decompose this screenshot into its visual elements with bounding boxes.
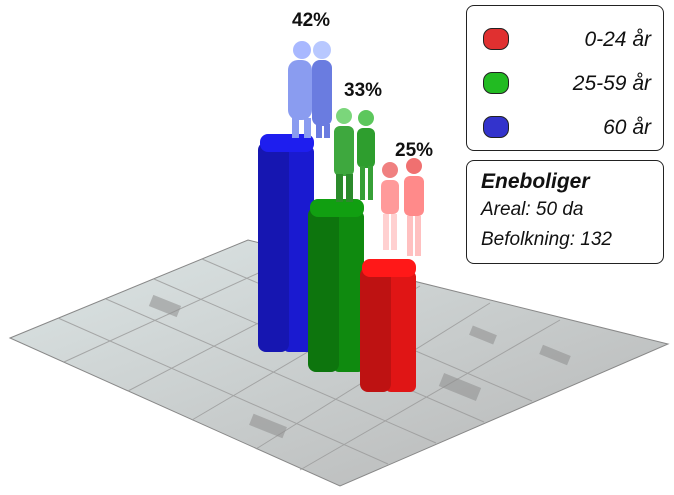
legend-label: 25-59 år [572, 72, 651, 95]
legend-label: 0-24 år [584, 28, 651, 51]
legend-item-25-59: 25-59 år [467, 68, 665, 98]
legend-label: 60 år [603, 116, 651, 139]
young-couple-icon [381, 158, 424, 256]
info-area: Areal: 50 da [481, 199, 584, 220]
bar-60-år [258, 134, 314, 352]
legend-swatch-green [483, 72, 509, 94]
bar-side-face [283, 146, 314, 352]
legend: 0-24 år 25-59 år 60 år [466, 5, 664, 151]
bar-top-face [260, 134, 314, 152]
legend-item-0-24: 0-24 år [467, 24, 665, 54]
info-population: Befolkning: 132 [481, 229, 612, 250]
bar-25-59-år [308, 199, 364, 372]
bar-top-face [310, 199, 364, 217]
bar-0-24-år [360, 259, 416, 392]
bar-top-face [362, 259, 416, 277]
info-title: Eneboliger [481, 170, 590, 193]
bar-front-face [308, 207, 339, 372]
bar-front-face [360, 267, 391, 392]
adult-couple-icon [334, 108, 375, 202]
bar-side-face [385, 271, 416, 392]
bar-side-face [333, 211, 364, 372]
legend-swatch-red [483, 28, 509, 50]
bar-front-face [258, 142, 289, 352]
data-label-60: 42% [292, 10, 330, 31]
legend-item-60: 60 år [467, 112, 665, 142]
data-label-25-59: 33% [344, 80, 382, 101]
elderly-couple-icon [288, 41, 332, 138]
legend-swatch-blue [483, 116, 509, 138]
data-label-0-24: 25% [395, 140, 433, 161]
info-box: Eneboliger Areal: 50 da Befolkning: 132 [466, 160, 664, 264]
